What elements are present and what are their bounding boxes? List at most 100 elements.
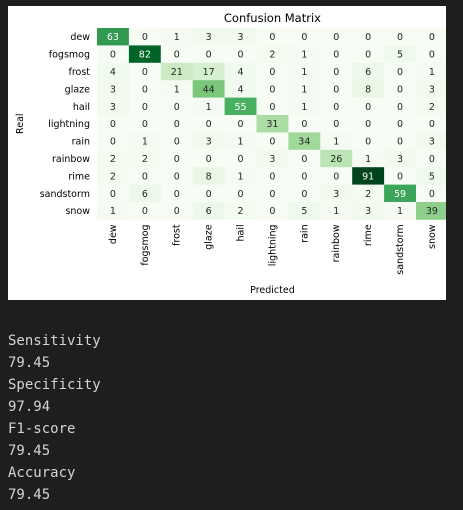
heatmap-cell xyxy=(192,115,225,133)
heatmap-cell xyxy=(288,97,321,116)
heatmap-cell xyxy=(288,80,321,98)
heatmap-cell xyxy=(320,149,353,168)
cell-value-label: 3 xyxy=(269,154,275,165)
heatmap-cell xyxy=(352,97,385,116)
heatmap-cell xyxy=(416,167,446,185)
heatmap-cell xyxy=(224,184,257,203)
row-tick-label-rainbow: rainbow xyxy=(52,154,90,165)
row-tick-label-fogsmog: fogsmog xyxy=(49,50,90,61)
heatmap-cell xyxy=(192,80,225,98)
cell-value-label: 1 xyxy=(397,206,403,217)
cell-value-label: 0 xyxy=(397,84,403,95)
cell-value-label: 1 xyxy=(301,84,307,95)
heatmap-cell xyxy=(256,132,289,151)
cell-value-label: 0 xyxy=(365,119,371,130)
cell-value-label: 2 xyxy=(110,154,116,165)
cell-value-label: 8 xyxy=(206,171,212,182)
heatmap-cell xyxy=(256,184,289,203)
cell-value-label: 0 xyxy=(333,67,339,78)
heatmap-cell xyxy=(352,80,385,98)
row-tick-label-sandstorm: sandstorm xyxy=(40,189,90,200)
cell-value-label: 4 xyxy=(110,67,116,78)
cell-value-label: 0 xyxy=(174,119,180,130)
heatmap-cell xyxy=(384,97,417,116)
cell-value-label: 91 xyxy=(362,171,374,182)
cell-value-label: 0 xyxy=(269,189,275,200)
row-tick-label-lightning: lightning xyxy=(48,119,90,130)
metric-label-f1-score: F1-score xyxy=(8,421,76,437)
heatmap-cell xyxy=(97,28,130,46)
heatmap-cell xyxy=(224,202,257,220)
heatmap-cell xyxy=(256,149,289,168)
metric-value-accuracy: 79.45 xyxy=(8,487,51,503)
heatmap-cell xyxy=(256,28,289,46)
col-tick-label-snow: snow xyxy=(427,224,438,249)
heatmap-cell xyxy=(352,62,385,81)
heatmap-cell xyxy=(320,115,353,133)
heatmap-cell xyxy=(384,132,417,151)
row-tick-label-snow: snow xyxy=(65,206,90,217)
cell-value-label: 0 xyxy=(429,154,435,165)
heatmap-cell xyxy=(416,62,446,81)
cell-value-label: 0 xyxy=(333,171,339,182)
cell-value-label: 0 xyxy=(206,189,212,200)
cell-value-label: 0 xyxy=(174,50,180,61)
heatmap-cell xyxy=(320,167,353,185)
heatmap-cell xyxy=(384,115,417,133)
cell-value-label: 0 xyxy=(333,50,339,61)
heatmap-cell xyxy=(160,115,194,133)
cell-value-label: 1 xyxy=(333,137,339,148)
cell-value-label: 3 xyxy=(110,102,116,113)
heatmap-cell xyxy=(128,45,162,64)
cell-value-label: 2 xyxy=(365,189,371,200)
y-axis-label: Real xyxy=(15,113,26,133)
col-tick-label-glaze: glaze xyxy=(204,224,215,249)
heatmap-cell xyxy=(97,184,130,203)
heatmap-cell xyxy=(320,132,353,151)
heatmap-cell xyxy=(97,80,130,98)
cell-value-label: 3 xyxy=(110,84,116,95)
heatmap-cell xyxy=(160,97,194,116)
heatmap-cell xyxy=(192,28,225,46)
cell-value-label: 0 xyxy=(142,84,148,95)
cell-value-label: 0 xyxy=(301,189,307,200)
cell-value-label: 0 xyxy=(333,32,339,43)
heatmap-cell xyxy=(416,80,446,98)
heatmap-cell xyxy=(384,149,417,168)
heatmap-cell xyxy=(192,132,225,151)
cell-value-label: 0 xyxy=(301,154,307,165)
row-tick-label-hail: hail xyxy=(73,102,90,113)
cell-value-label: 0 xyxy=(269,206,275,217)
heatmap-cell xyxy=(384,28,417,46)
heatmap-cell xyxy=(128,202,162,220)
heatmap-cell xyxy=(256,62,289,81)
heatmap-cell xyxy=(320,184,353,203)
cell-value-label: 0 xyxy=(429,189,435,200)
cell-value-label: 5 xyxy=(429,171,435,182)
heatmap-cell xyxy=(320,45,353,64)
cell-value-label: 0 xyxy=(397,67,403,78)
cell-value-label: 1 xyxy=(174,32,180,43)
cell-value-label: 4 xyxy=(238,67,244,78)
cell-value-label: 0 xyxy=(174,154,180,165)
heatmap-cell xyxy=(160,28,194,46)
heatmap-cell xyxy=(320,97,353,116)
metric-label-specificity: Specificity xyxy=(8,377,101,393)
cell-value-label: 0 xyxy=(429,32,435,43)
cell-value-label: 3 xyxy=(429,137,435,148)
cell-value-label: 3 xyxy=(397,154,403,165)
heatmap-cell xyxy=(192,184,225,203)
heatmap-cell xyxy=(256,97,289,116)
heatmap-cell xyxy=(160,80,194,98)
cell-value-label: 0 xyxy=(269,84,275,95)
cell-value-label: 1 xyxy=(174,84,180,95)
cell-value-label: 1 xyxy=(238,137,244,148)
col-tick-label-frost: frost xyxy=(172,224,183,246)
heatmap-cell xyxy=(224,167,257,185)
heatmap-cell xyxy=(416,132,446,151)
cell-value-label: 0 xyxy=(301,171,307,182)
cell-value-label: 1 xyxy=(301,67,307,78)
heatmap-cell xyxy=(128,115,162,133)
heatmap-cell xyxy=(97,167,130,185)
cell-value-label: 1 xyxy=(206,102,212,113)
